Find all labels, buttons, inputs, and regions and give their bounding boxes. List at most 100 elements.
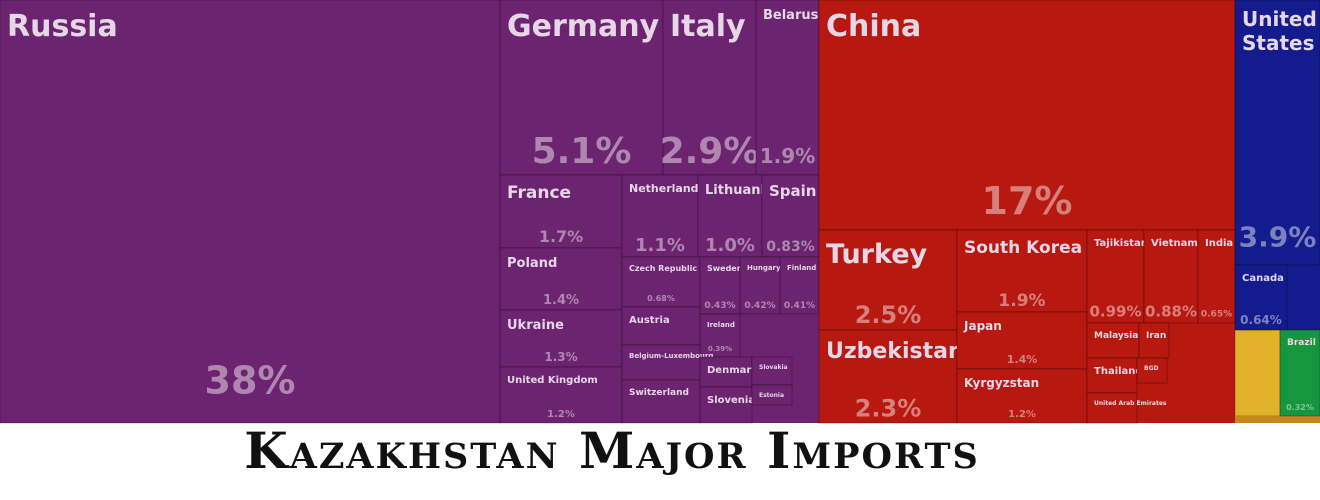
cell-value-label: 1.2% xyxy=(1008,409,1036,420)
cell-label: Iran xyxy=(1146,331,1166,341)
cell-value-label: 1.4% xyxy=(1007,353,1038,366)
cell-label: Estonia xyxy=(759,392,784,399)
cell-value-label: 0.39% xyxy=(708,345,732,353)
cell-label: Slovakia xyxy=(759,364,788,371)
cell-label: Denmark xyxy=(707,365,758,376)
treemap-cell xyxy=(751,384,793,406)
treemap-cell xyxy=(818,329,958,424)
cell-label: Thailand xyxy=(1094,366,1143,377)
cell-label: South Korea xyxy=(964,238,1082,258)
cell-value-label: 0.41% xyxy=(784,301,815,311)
cell-value-label: 3.9% xyxy=(1239,220,1317,253)
cell-label: Belarus xyxy=(763,8,819,23)
treemap-cell xyxy=(751,356,793,386)
cell-value-label: 1.0% xyxy=(705,235,755,256)
treemap-cell xyxy=(1143,229,1199,324)
treemap-cell xyxy=(956,229,1088,313)
cell-label: Switzerland xyxy=(629,388,689,398)
cell-label: Lithuania xyxy=(705,183,774,198)
treemap-cell xyxy=(662,0,757,176)
cell-value-label: 0.32% xyxy=(1286,403,1314,412)
treemap-cell xyxy=(779,256,820,315)
treemap-cell xyxy=(1086,392,1138,424)
region-background xyxy=(1235,416,1320,423)
treemap-cell xyxy=(1086,229,1145,324)
cell-label: Poland xyxy=(507,256,557,271)
cell-value-label: 1.3% xyxy=(544,350,577,364)
treemap-cell xyxy=(956,368,1088,424)
cell-label: Germany xyxy=(507,9,660,44)
treemap-cell xyxy=(1234,264,1288,331)
cell-label: Kyrgyzstan xyxy=(964,376,1039,390)
cell-label: Uzbekistan xyxy=(826,339,964,364)
cell-label: United Arab Emirates xyxy=(1094,400,1167,407)
cell-label: Spain xyxy=(769,182,816,200)
treemap-cell xyxy=(1279,329,1320,417)
treemap-cell xyxy=(699,356,753,388)
cell-value-label: 0.83% xyxy=(766,239,815,255)
cell-label: Ireland xyxy=(707,321,735,329)
treemap-cell xyxy=(699,386,753,424)
cell-label: Russia xyxy=(7,9,118,44)
cell-label: United Kingdom xyxy=(507,375,598,386)
cell-value-label: 1.4% xyxy=(543,293,579,308)
cell-label: China xyxy=(826,9,921,44)
cell-value-label: 0.68% xyxy=(647,294,675,303)
cell-value-label: 0.64% xyxy=(1240,313,1282,327)
treemap-cell xyxy=(499,309,623,368)
cell-label: Czech Republic xyxy=(629,264,697,273)
cell-value-label: 17% xyxy=(982,179,1073,223)
treemap-cell xyxy=(1197,229,1236,324)
treemap-cell xyxy=(499,366,623,424)
cell-label: BGD xyxy=(1144,365,1158,372)
cell-label: Turkey xyxy=(826,239,928,270)
cell-value-label: 0.42% xyxy=(744,301,775,311)
cell-label: Belgium-Luxembourg xyxy=(629,352,713,360)
treemap-cell xyxy=(499,0,664,176)
treemap-cell xyxy=(699,256,741,315)
cell-label: Hungary xyxy=(747,264,781,272)
cell-label: Sweden xyxy=(707,264,743,273)
cell-label: United States xyxy=(1242,7,1317,55)
chart-title: Kazakhstan Major Imports xyxy=(244,421,980,480)
region-background xyxy=(1234,329,1281,417)
cell-label: Austria xyxy=(629,315,670,326)
cell-label: Tajikistan xyxy=(1094,238,1148,249)
cell-label: Ukraine xyxy=(507,318,564,333)
treemap-cell xyxy=(761,174,820,258)
cell-value-label: 0.43% xyxy=(704,301,735,311)
treemap-cell xyxy=(1136,357,1168,384)
treemap-cell xyxy=(621,379,701,424)
treemap-cell xyxy=(818,0,1236,231)
cell-label: Slovenia xyxy=(707,395,755,406)
cell-label: France xyxy=(507,183,571,203)
cell-label: Netherlands xyxy=(629,182,706,195)
cell-value-label: 1.1% xyxy=(635,235,685,256)
treemap-cell xyxy=(1086,322,1140,359)
cell-label: Brazil xyxy=(1287,338,1316,348)
treemap-cell xyxy=(699,313,741,358)
treemap-cell xyxy=(1234,0,1320,266)
cell-value-label: 1.9% xyxy=(760,144,815,168)
treemap-cell xyxy=(621,306,701,346)
cell-value-label: 0.99% xyxy=(1089,302,1141,320)
cell-value-label: 5.1% xyxy=(532,131,632,172)
cell-label: Malaysia xyxy=(1094,331,1138,341)
treemap-cell xyxy=(499,247,623,311)
treemap-cell xyxy=(0,0,501,424)
cell-value-label: 1.9% xyxy=(998,291,1045,311)
cell-value-label: 0.65% xyxy=(1201,309,1232,319)
cell-value-label: 38% xyxy=(205,358,296,402)
cell-value-label: 2.3% xyxy=(855,394,922,422)
cell-label: Italy xyxy=(670,9,746,44)
cell-label: Vietnam xyxy=(1151,238,1198,249)
cell-label: India xyxy=(1205,238,1233,249)
cell-value-label: 0.88% xyxy=(1145,302,1197,320)
cell-value-label: 1.2% xyxy=(547,409,575,420)
treemap-cell xyxy=(621,174,699,258)
treemap-cell xyxy=(621,344,701,381)
cell-label: Canada xyxy=(1242,273,1284,284)
cell-value-label: 1.7% xyxy=(539,227,583,246)
cell-value-label: 2.9% xyxy=(660,131,760,172)
